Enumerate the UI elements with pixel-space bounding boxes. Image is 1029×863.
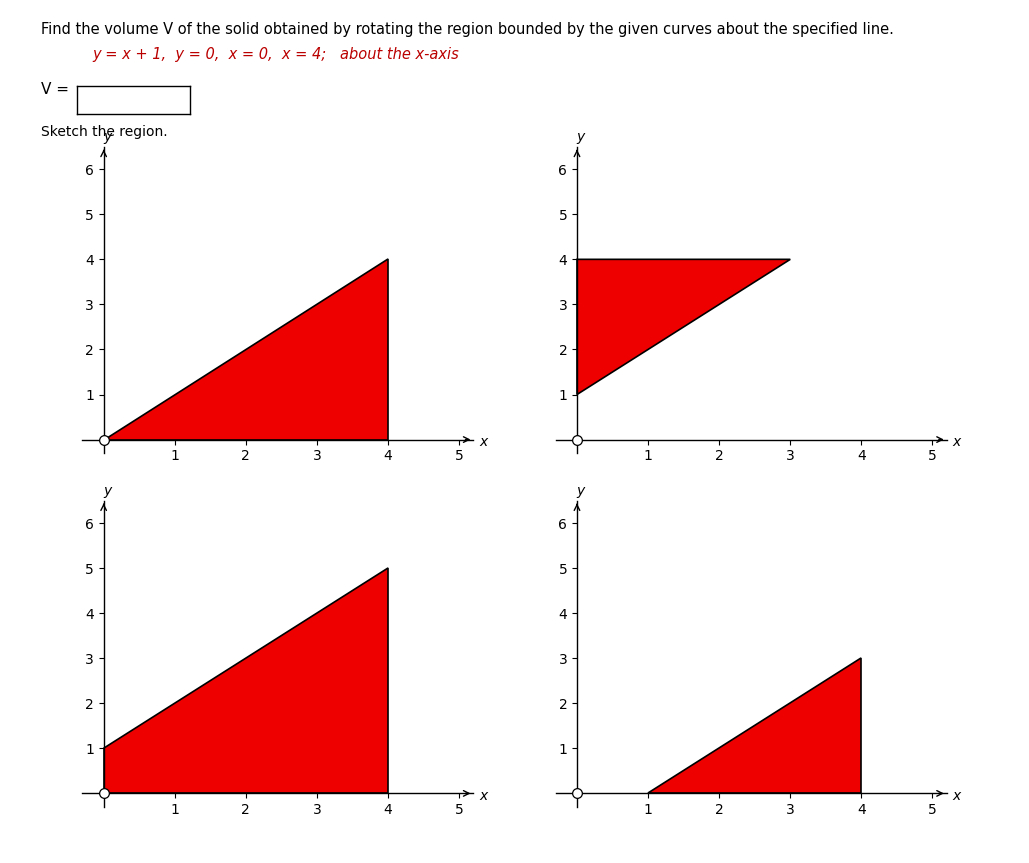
Text: y: y bbox=[103, 484, 111, 498]
Text: V =: V = bbox=[41, 82, 69, 97]
Polygon shape bbox=[577, 260, 790, 394]
Text: y: y bbox=[576, 130, 584, 144]
Text: y: y bbox=[576, 484, 584, 498]
Polygon shape bbox=[648, 658, 861, 793]
Text: x: x bbox=[953, 789, 961, 803]
Text: y = x + 1,  y = 0,  x = 0,  x = 4;   about the x-axis: y = x + 1, y = 0, x = 0, x = 4; about th… bbox=[93, 47, 459, 62]
Polygon shape bbox=[104, 568, 388, 793]
Text: y: y bbox=[103, 130, 111, 144]
Text: x: x bbox=[480, 789, 488, 803]
Text: Sketch the region.: Sketch the region. bbox=[41, 125, 168, 139]
Polygon shape bbox=[104, 260, 388, 439]
Text: Find the volume V of the solid obtained by rotating the region bounded by the gi: Find the volume V of the solid obtained … bbox=[41, 22, 894, 36]
Text: x: x bbox=[480, 435, 488, 449]
Text: x: x bbox=[953, 435, 961, 449]
